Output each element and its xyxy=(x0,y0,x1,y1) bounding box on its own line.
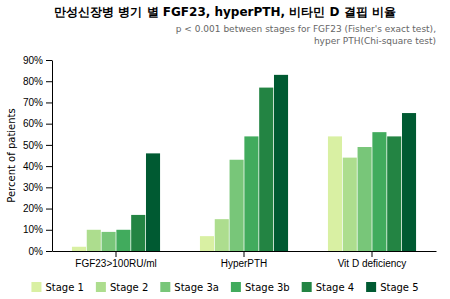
legend-swatch xyxy=(302,282,312,292)
y-tick-label: 10% xyxy=(23,224,43,235)
legend-item: Stage 3b xyxy=(231,282,290,293)
y-tick-mark xyxy=(46,81,52,82)
x-axis: FGF23>100RU/ml HyperPTH Vit D deficiency xyxy=(53,251,437,269)
bar xyxy=(372,132,386,251)
legend-item: Stage 3a xyxy=(160,282,219,293)
x-tick-mark xyxy=(116,251,117,257)
x-tick-label: HyperPTH xyxy=(221,258,268,269)
legend-swatch xyxy=(160,282,170,292)
legend-swatch xyxy=(231,282,241,292)
title: 만성신장병 병기 별 FGF23, hyperPTH, 비타민 D 결핍 비율 xyxy=(54,5,395,19)
y-tick-label: 90% xyxy=(23,55,43,66)
x-tick-label: FGF23>100RU/ml xyxy=(75,258,156,269)
y-tick: 70% xyxy=(23,97,52,108)
legend-label: Stage 2 xyxy=(110,282,148,293)
bar xyxy=(328,136,342,251)
y-tick-mark xyxy=(46,166,52,167)
axis-line xyxy=(52,61,53,252)
y-tick-mark xyxy=(46,230,52,231)
x-tick-mark xyxy=(372,251,373,257)
bar xyxy=(230,160,244,251)
legend-item: Stage 1 xyxy=(31,282,83,293)
y-tick-label: 40% xyxy=(23,161,43,172)
legend: Stage 1 Stage 2 Stage 3a Stage 3b Stage 4 Sta… xyxy=(31,282,418,293)
y-axis: 0% 10% 20% 30% 40% 50% 60% 70% 80% 90% xyxy=(23,55,53,257)
legend-label: Stage 4 xyxy=(316,282,354,293)
bar xyxy=(387,136,401,251)
y-axis-title: Percent of patients xyxy=(6,108,17,202)
y-tick-label: 60% xyxy=(23,118,43,129)
bar xyxy=(343,158,357,251)
bar xyxy=(402,113,416,251)
legend-swatch xyxy=(366,282,376,292)
y-tick: 20% xyxy=(23,203,52,214)
y-tick-mark xyxy=(46,251,52,252)
bar xyxy=(131,215,145,251)
bar xyxy=(274,75,288,251)
bar xyxy=(146,153,160,251)
y-tick: 10% xyxy=(23,224,52,235)
y-tick: 60% xyxy=(23,118,52,129)
bar xyxy=(87,230,101,251)
legend-label: Stage 5 xyxy=(380,282,418,293)
y-tick: 90% xyxy=(23,55,52,66)
y-tick-label: 80% xyxy=(23,76,43,87)
legend-item: Stage 2 xyxy=(96,282,148,293)
chart: 만성신장병 병기 별 FGF23, hyperPTH, 비타민 D 결핍 비율 p… xyxy=(0,0,450,299)
legend-swatch xyxy=(31,282,41,292)
subtitle-line: hyper PTH(Chi-square test) xyxy=(314,36,436,46)
legend-label: Stage 3a xyxy=(174,282,219,293)
y-tick: 50% xyxy=(23,140,52,151)
y-tick-label: 20% xyxy=(23,203,43,214)
y-tick: 80% xyxy=(23,76,52,87)
y-tick-label: 50% xyxy=(23,140,43,151)
bar xyxy=(259,88,273,251)
legend-label: Stage 3b xyxy=(245,282,290,293)
bar xyxy=(116,230,130,251)
y-tick: 0% xyxy=(29,246,52,257)
x-tick-label: Vit D deficiency xyxy=(338,258,407,269)
bar xyxy=(200,236,214,251)
y-tick: 40% xyxy=(23,161,52,172)
legend-item: Stage 5 xyxy=(366,282,418,293)
y-tick-mark xyxy=(46,209,52,210)
bar xyxy=(358,147,372,251)
legend-label: Stage 1 xyxy=(45,282,83,293)
y-tick-mark xyxy=(46,102,52,103)
bar xyxy=(215,219,229,251)
bar xyxy=(244,136,258,251)
x-tick: FGF23>100RU/ml xyxy=(75,251,156,269)
x-tick: HyperPTH xyxy=(221,251,268,269)
legend-swatch xyxy=(96,282,106,292)
bars xyxy=(72,75,416,251)
y-tick-mark xyxy=(46,60,52,61)
y-tick: 30% xyxy=(23,182,52,193)
plot: FGF23>100RU/ml HyperPTH Vit D deficiency 0%… xyxy=(23,55,437,269)
x-tick-mark xyxy=(244,251,245,257)
y-tick-label: 30% xyxy=(23,182,43,193)
legend-item: Stage 4 xyxy=(302,282,354,293)
y-tick-label: 0% xyxy=(29,246,44,257)
bar xyxy=(72,247,86,251)
y-tick-mark xyxy=(46,124,52,125)
x-tick: Vit D deficiency xyxy=(338,251,407,269)
bar xyxy=(102,232,116,251)
subtitle: p < 0.001 between stages for FGF23 (Fish… xyxy=(176,24,436,46)
y-tick-mark xyxy=(46,187,52,188)
y-tick-label: 70% xyxy=(23,97,43,108)
subtitle-line: p < 0.001 between stages for FGF23 (Fish… xyxy=(176,24,436,34)
y-tick-mark xyxy=(46,145,52,146)
